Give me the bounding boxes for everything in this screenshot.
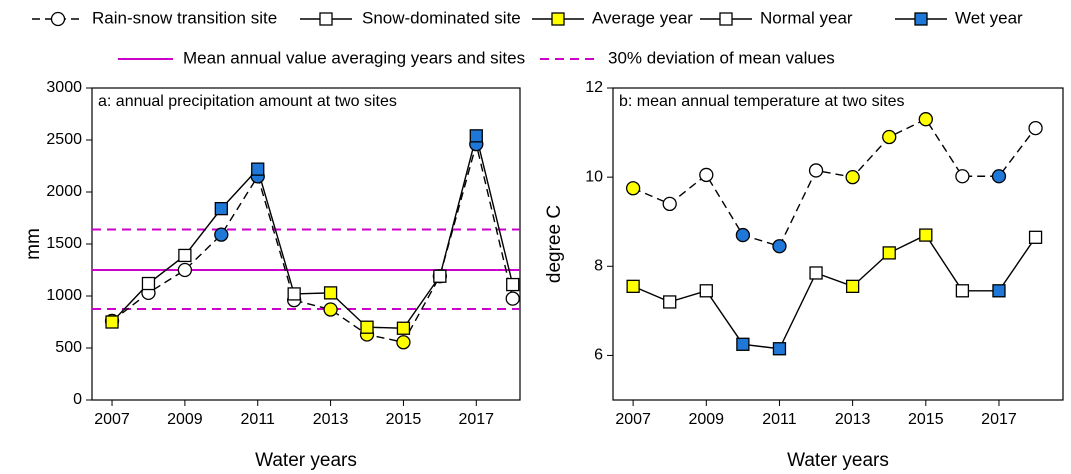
legend-marker	[319, 12, 333, 26]
data-point	[919, 228, 933, 242]
data-point	[178, 248, 192, 263]
data-point	[772, 342, 787, 356]
data-point	[625, 181, 641, 196]
y-axis-label: degree C	[544, 205, 565, 283]
plot-frame	[612, 87, 1064, 401]
data-point	[287, 287, 301, 301]
x-tick-label: 2017	[981, 411, 1017, 428]
x-tick-label: 2017	[458, 411, 494, 428]
x-axis-label: Water years	[255, 450, 357, 471]
legend-label: Wet year	[955, 8, 1023, 27]
y-tick-label: 10	[585, 168, 603, 185]
x-tick-label: 2009	[167, 411, 203, 428]
x-tick-label: 2009	[688, 411, 724, 428]
x-tick-label: 2007	[615, 411, 651, 428]
data-point	[991, 169, 1007, 184]
data-point	[882, 129, 897, 145]
data-point	[808, 163, 824, 178]
panel-title: a: annual precipitation amount at two si…	[98, 93, 397, 110]
legend-label: Mean annual value averaging years and si…	[183, 48, 525, 67]
y-tick-label: 2500	[46, 131, 82, 148]
data-point	[141, 276, 156, 291]
data-point	[955, 284, 970, 298]
legend-label: Normal year	[760, 8, 853, 27]
x-tick-label: 2013	[835, 411, 871, 428]
legend-label: Snow-dominated site	[362, 8, 521, 27]
y-tick-label: 1500	[46, 235, 82, 252]
data-point	[845, 279, 860, 293]
data-point	[845, 169, 860, 185]
data-point	[396, 335, 411, 350]
data-point	[955, 169, 970, 184]
y-tick-label: 2000	[46, 183, 82, 200]
legend-label: Average year	[592, 8, 693, 27]
data-point	[323, 286, 338, 300]
data-point	[918, 112, 933, 127]
data-point	[1028, 230, 1043, 244]
x-axis-label: Water years	[787, 450, 889, 471]
data-point	[214, 227, 229, 242]
data-point	[992, 284, 1006, 298]
y-tick-label: 1000	[46, 287, 82, 304]
legend-marker	[50, 11, 66, 27]
y-tick-label: 0	[73, 391, 82, 408]
legend-marker	[719, 12, 733, 26]
data-point	[506, 277, 520, 292]
data-point	[214, 201, 228, 216]
legend-marker	[914, 12, 928, 26]
data-point	[396, 321, 411, 335]
data-point	[323, 302, 338, 317]
data-point	[736, 337, 750, 351]
x-tick-label: 2011	[241, 411, 276, 428]
x-tick-label: 2013	[313, 411, 349, 428]
data-point	[105, 315, 119, 329]
series-line	[632, 234, 1037, 350]
panel-title: b: mean annual temperature at two sites	[619, 93, 905, 110]
data-point	[177, 262, 193, 278]
data-point	[663, 295, 677, 309]
data-point	[699, 284, 713, 298]
data-point	[433, 269, 447, 283]
legend-marker	[551, 12, 565, 26]
y-tick-label: 12	[585, 79, 603, 96]
data-point	[505, 291, 520, 306]
x-tick-label: 2015	[386, 411, 422, 428]
data-point	[809, 266, 823, 280]
data-point	[469, 129, 483, 143]
data-point	[882, 246, 896, 260]
data-point	[251, 162, 265, 176]
y-tick-label: 8	[594, 258, 603, 275]
legend-label: 30% deviation of mean values	[608, 48, 835, 67]
data-point	[772, 239, 787, 254]
legend-label: Rain-snow transition site	[92, 8, 277, 27]
series-line	[111, 143, 514, 344]
x-tick-label: 2007	[94, 411, 130, 428]
x-tick-label: 2015	[908, 411, 944, 428]
y-tick-label: 3000	[46, 79, 82, 96]
data-point	[735, 227, 751, 243]
y-tick-label: 500	[55, 339, 82, 356]
data-point	[360, 320, 374, 334]
data-point	[699, 167, 714, 183]
x-tick-label: 2011	[762, 411, 797, 428]
series-line	[632, 118, 1037, 248]
plot-frame	[91, 87, 521, 401]
data-point	[662, 196, 677, 212]
y-axis-label: mm	[23, 228, 44, 260]
data-point	[1028, 120, 1043, 136]
data-point	[626, 279, 640, 293]
y-tick-label: 6	[594, 347, 603, 364]
